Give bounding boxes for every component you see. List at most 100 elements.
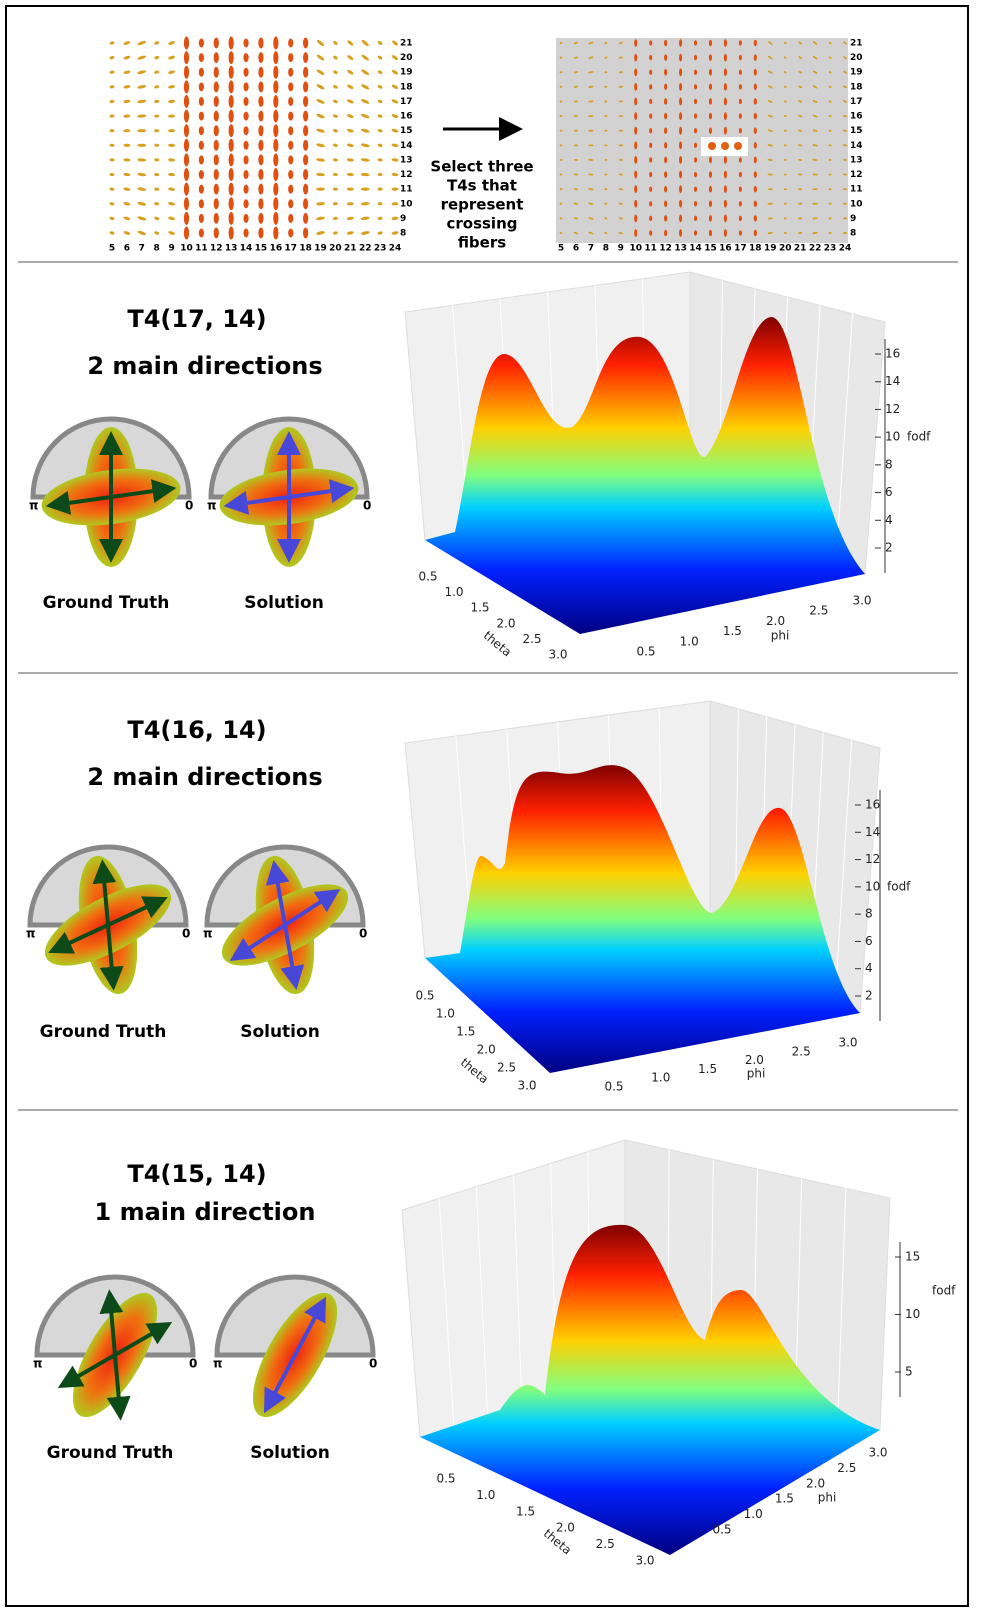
glyph-dot (123, 231, 131, 235)
axis-label: phi (771, 629, 790, 643)
glyph-dot (812, 158, 818, 161)
glyph-dot (767, 188, 773, 191)
glyph-dot (183, 226, 190, 240)
row-label: 21 (850, 39, 863, 49)
glyph-dot (198, 96, 204, 106)
selected-glyph (734, 142, 742, 150)
glyph-dot (798, 100, 803, 103)
selected-glyph (708, 142, 716, 150)
glyph-dot (154, 41, 160, 45)
glyph-dot (316, 143, 325, 148)
glyph-dot (738, 98, 742, 105)
glyph-dot (588, 144, 594, 147)
glyph-dot (679, 53, 683, 62)
glyph-dot (123, 187, 131, 191)
glyph-dot (693, 142, 698, 149)
glyph-dot (753, 229, 757, 237)
column-label: 22 (809, 244, 822, 254)
glyph-dot (316, 54, 325, 61)
glyph-dot (346, 114, 354, 118)
glyph-dot (604, 129, 608, 132)
glyph-dot (198, 184, 204, 194)
glyph-dot (346, 143, 354, 148)
glyph-dot (273, 138, 279, 152)
glyph-dot (154, 129, 160, 133)
glyph-dot (783, 217, 787, 220)
fodf-tick: 4 (865, 961, 873, 975)
glyph-dot (123, 216, 131, 221)
glyph-dot (137, 55, 147, 60)
glyph-dot (273, 94, 279, 108)
glyph-dot (649, 54, 653, 61)
glyph-dot (288, 184, 294, 194)
glyph-dot (273, 226, 279, 240)
theta-tick: 1.0 (476, 1488, 495, 1502)
glyph-dot (154, 70, 160, 74)
fodf-tick: 16 (865, 798, 880, 812)
phi-tick: 1.0 (744, 1507, 763, 1521)
glyph-dot (559, 115, 563, 118)
glyph-dot (183, 36, 190, 50)
glyph-dot (154, 55, 160, 60)
glyph-dot (812, 173, 818, 176)
glyph-dot (828, 85, 832, 88)
glyph-dot (243, 126, 249, 136)
glyph-dot (377, 158, 383, 162)
glyph-dot (303, 227, 309, 239)
glyph-dot (213, 169, 219, 181)
glyph-dot (258, 110, 264, 122)
glyph-dot (228, 124, 234, 138)
glyph-dot (377, 40, 383, 46)
glyph-dot (693, 113, 698, 119)
glyph-dot (183, 51, 190, 65)
glyph-dot (649, 215, 653, 222)
glyph-dot (842, 231, 848, 235)
glyph-dot (243, 170, 249, 180)
glyph-dot (693, 69, 698, 75)
glyph-dot (559, 71, 563, 74)
theta-tick: 2.5 (497, 1061, 516, 1075)
glyph-dot (842, 173, 848, 176)
glyph-dot (783, 173, 787, 176)
glyph-dot (604, 173, 608, 176)
fodf-tick: 12 (865, 852, 880, 866)
column-label: 20 (779, 244, 792, 254)
glyph-dot (258, 125, 264, 137)
glyph-dot (828, 188, 832, 191)
glyph-dot (391, 158, 399, 162)
glyph-dot (316, 99, 325, 104)
glyph-dot (109, 143, 115, 147)
glyph-dot (361, 69, 370, 75)
phi-tick: 1.5 (723, 624, 742, 638)
glyph-dot (154, 158, 160, 162)
glyph-dot (738, 127, 742, 134)
glyph-dot (812, 188, 818, 191)
glyph-dot (123, 158, 131, 162)
glyph-dot (360, 231, 370, 235)
glyph-dot (273, 153, 279, 167)
glyph-dot (391, 143, 399, 148)
glyph-dot (333, 40, 338, 46)
glyph-dot (767, 129, 773, 132)
glyph-dot (213, 227, 219, 239)
glyph-dot (198, 53, 204, 63)
column-label: 7 (139, 244, 145, 254)
row-label: 8 (400, 229, 406, 239)
glyph-dot (559, 129, 563, 132)
glyph-dot (649, 201, 653, 207)
glyph-dot (738, 84, 742, 90)
glyph-dot (828, 129, 832, 132)
column-label: 21 (794, 244, 807, 254)
row-label: 14 (400, 141, 413, 151)
glyph-dot (137, 187, 147, 191)
column-label: 17 (284, 244, 297, 254)
glyph-dot (228, 36, 234, 50)
theta-tick: 0.5 (418, 570, 437, 584)
glyph-dot (618, 144, 623, 147)
glyph-dot (303, 139, 309, 151)
phi-tick: 2.5 (792, 1044, 811, 1058)
glyph-dot (332, 172, 338, 177)
fodf-tick: 10 (905, 1307, 920, 1321)
glyph-dot (303, 81, 309, 93)
